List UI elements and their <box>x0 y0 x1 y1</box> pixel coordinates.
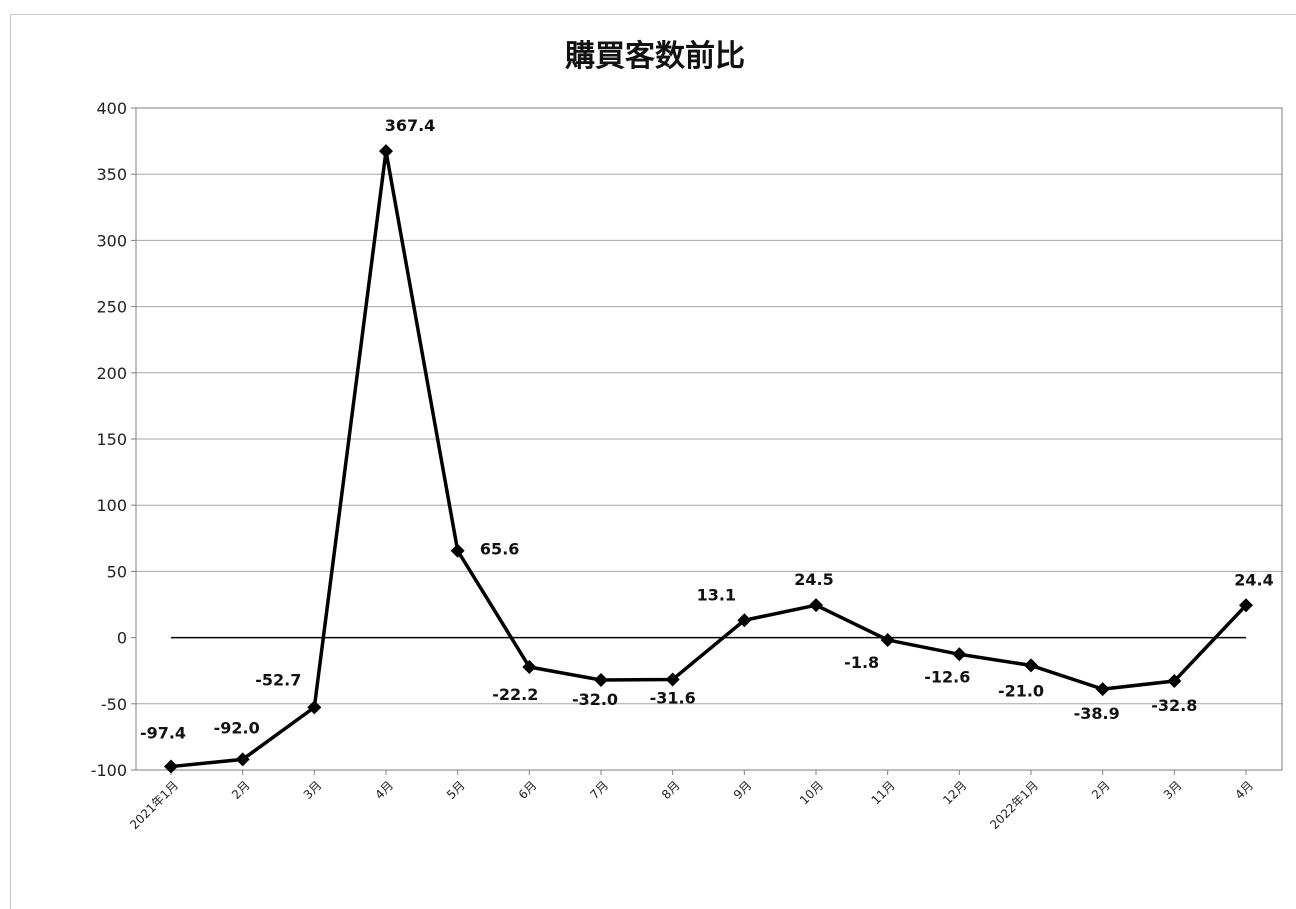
data-point <box>307 700 322 715</box>
x-tick-label: 2022年1月 <box>987 778 1041 832</box>
data-point <box>450 543 465 558</box>
data-point <box>952 647 967 662</box>
series-line <box>170 149 1248 769</box>
x-tick-label: 4月 <box>1232 778 1256 802</box>
data-point <box>809 598 823 613</box>
x-tick-label: 11月 <box>869 778 898 807</box>
x-tick-label: 7月 <box>587 778 611 802</box>
data-label: 367.4 <box>385 116 436 135</box>
data-point <box>379 144 393 159</box>
x-tick-label: 2月 <box>1089 778 1113 802</box>
data-point <box>1167 674 1182 689</box>
x-tick-label: 8月 <box>659 778 683 802</box>
x-axis: 2021年1月 2月 3月 4月 5月 6月 7月 8月 9月 10月 11月 12月 2022年1月 2… <box>127 770 1256 832</box>
data-label: 24.4 <box>1234 570 1273 589</box>
y-tick-label: 250 <box>96 298 127 317</box>
x-tick-label: 6月 <box>516 778 540 802</box>
data-label: 13.1 <box>697 585 736 604</box>
series: -97.4 -92.0 -52.7 367.4 65.6 -22.2 -32.0 -31.6 1… <box>140 116 1274 774</box>
data-point <box>1239 598 1253 613</box>
x-tick-label: 5月 <box>444 778 468 802</box>
data-label: 65.6 <box>480 540 519 559</box>
y-tick-label: 200 <box>96 364 127 383</box>
x-tick-label: 10月 <box>797 778 826 807</box>
y-tick-label: -50 <box>101 695 127 714</box>
data-label: -22.2 <box>492 685 538 704</box>
data-label: -21.0 <box>998 681 1044 700</box>
chart-frame <box>10 14 1296 909</box>
y-tick-label: 150 <box>96 430 127 449</box>
data-label: -92.0 <box>214 718 260 737</box>
gridlines <box>136 107 1282 705</box>
x-tick-label: 9月 <box>731 778 755 802</box>
data-point <box>594 672 608 687</box>
data-label: -1.8 <box>844 653 879 672</box>
y-tick-label: 400 <box>96 99 127 118</box>
x-tick-label: 3月 <box>301 778 325 802</box>
data-point <box>164 759 178 774</box>
chart-title: 購買客数前比 <box>565 39 745 74</box>
x-tick-label: 2月 <box>229 778 253 802</box>
y-tick-label: 50 <box>107 562 127 581</box>
y-axis: -100 -50 0 50 100 150 200 250 300 350 400 <box>91 99 136 780</box>
data-label: -52.7 <box>255 670 301 689</box>
x-tick-label: 3月 <box>1161 778 1185 802</box>
data-point <box>737 613 752 628</box>
y-tick-label: -100 <box>91 761 127 780</box>
data-point <box>880 632 895 647</box>
data-point <box>235 752 250 767</box>
data-label: 24.5 <box>794 570 833 589</box>
x-tick-label: 4月 <box>372 778 396 802</box>
data-label: -31.6 <box>650 688 696 707</box>
y-tick-label: 350 <box>96 165 127 184</box>
data-label: -38.9 <box>1074 704 1120 723</box>
y-tick-label: 0 <box>117 629 127 648</box>
x-tick-label: 12月 <box>940 778 969 807</box>
x-tick-label: 2021年1月 <box>127 778 181 832</box>
data-label: -97.4 <box>140 724 186 743</box>
data-point <box>665 672 680 687</box>
y-tick-label: 300 <box>96 231 127 250</box>
data-point <box>1095 682 1110 697</box>
y-tick-label: 100 <box>96 496 127 515</box>
data-label: -12.6 <box>924 667 970 686</box>
data-point <box>1024 658 1038 673</box>
data-point <box>522 659 537 674</box>
data-label: -32.0 <box>572 690 618 709</box>
data-label: -32.8 <box>1151 696 1197 715</box>
